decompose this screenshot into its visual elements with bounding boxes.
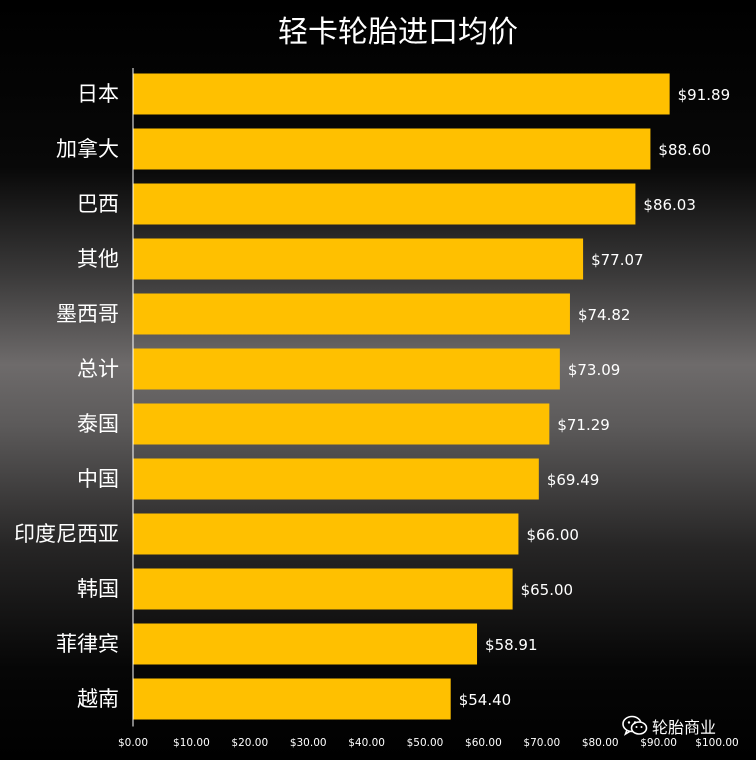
x-tick-label-2: $20.00 (231, 737, 268, 749)
x-tick-label-9: $90.00 (640, 737, 677, 749)
x-tick-label-1: $10.00 (173, 737, 210, 749)
value-label-7: $69.49 (547, 471, 600, 489)
bar-3 (133, 238, 584, 280)
category-label-3: 其他 (77, 247, 119, 271)
bar-10 (133, 623, 478, 665)
bar-7 (133, 458, 539, 500)
bar-8 (133, 513, 519, 555)
category-label-8: 印度尼西亚 (14, 522, 119, 546)
value-label-8: $66.00 (526, 526, 579, 544)
x-tick-label-10: $100.00 (695, 737, 738, 749)
value-label-11: $54.40 (459, 691, 512, 709)
category-label-1: 加拿大 (56, 137, 119, 161)
watermark: 轮胎商业 (622, 714, 716, 738)
value-label-3: $77.07 (591, 251, 644, 269)
watermark-text: 轮胎商业 (652, 718, 717, 737)
labels-layer: 日本 $91.89 加拿大 $88.60 巴西 $86.03 其他 $77.07 墨西哥 $74.… (14, 82, 730, 711)
value-label-2: $86.03 (643, 196, 696, 214)
value-label-4: $74.82 (578, 306, 631, 324)
category-label-4: 墨西哥 (56, 302, 119, 326)
bar-0 (133, 73, 670, 115)
value-label-6: $71.29 (557, 416, 610, 434)
bar-11 (133, 678, 451, 720)
category-label-11: 越南 (77, 687, 119, 711)
wechat-icon (622, 715, 648, 736)
category-label-0: 日本 (77, 82, 119, 106)
bar-9 (133, 568, 513, 610)
category-label-7: 中国 (77, 467, 119, 491)
category-label-6: 泰国 (77, 412, 119, 436)
value-label-9: $65.00 (521, 581, 574, 599)
category-label-5: 总计 (77, 357, 119, 381)
x-tick-label-8: $80.00 (582, 737, 619, 749)
bars-layer (133, 73, 670, 720)
category-label-10: 菲律宾 (56, 632, 119, 656)
value-label-1: $88.60 (658, 141, 711, 159)
chart-title: 轻卡轮胎进口均价 (278, 15, 518, 50)
x-tick-label-4: $40.00 (348, 737, 385, 749)
bar-5 (133, 348, 560, 390)
bar-6 (133, 403, 550, 445)
bar-1 (133, 128, 651, 170)
value-label-5: $73.09 (568, 361, 621, 379)
category-label-2: 巴西 (77, 192, 119, 216)
x-tick-label-7: $70.00 (523, 737, 560, 749)
bar-2 (133, 183, 636, 225)
x-tick-label-6: $60.00 (465, 737, 502, 749)
bar-4 (133, 293, 570, 335)
x-tick-label-3: $30.00 (290, 737, 327, 749)
x-tick-label-5: $50.00 (407, 737, 444, 749)
axis-layer: $0.00 $10.00 $20.00 $30.00 $40.00 $50.00 $60.0… (118, 68, 739, 749)
category-label-9: 韩国 (77, 577, 119, 601)
value-label-10: $58.91 (485, 636, 538, 654)
x-tick-label-0: $0.00 (118, 737, 148, 749)
value-label-0: $91.89 (678, 86, 731, 104)
